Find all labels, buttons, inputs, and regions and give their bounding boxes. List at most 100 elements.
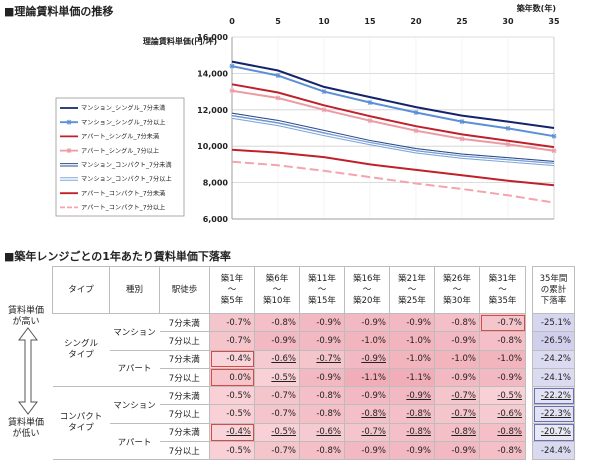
cumulative-header-line: 下落率 [540,295,567,306]
series-1 [231,60,555,129]
cumulative-cell: -25.1% [532,312,575,333]
type-cell: シングル タイプ [52,312,110,388]
range-header-line: 築5年 [220,295,244,306]
series-2 [229,63,557,139]
rate-cell: -0.8% [344,404,390,424]
legend-marker [66,148,72,154]
cumulative-cell: -24.4% [532,441,575,460]
range-column-header: 築31年～築35年 [479,266,526,314]
cumulative-header-line: 35年間 [539,273,568,284]
y-axis-label: 理論賃料単価(円/坪) [143,36,217,46]
legend-entry: アパート_コンパクト_7分未満 [81,189,165,197]
series-line [231,160,555,204]
decline-rate-table: タイプ 種別 駅徒歩 築1年～築5年 築6年～築10年 築11年～築15年 築16年～築20… [52,266,575,460]
rate-cell: -0.8% [254,312,300,333]
y-tick-label: 16,000 [197,33,228,42]
chart-section-title: ■理論賃料単価の推移 [4,5,114,18]
walk-cell: 7分以上 [159,367,210,388]
data-point-marker [275,95,281,101]
range-header-line: 築26年 [443,273,471,284]
kind-cell: アパート [109,422,160,460]
data-point-marker [459,136,465,142]
legend-entry: マンション_シングル_7分未満 [81,104,165,112]
data-point-marker [551,148,557,154]
rate-cell: -0.9% [299,367,345,388]
range-header-line: ～ [362,284,372,295]
data-point-marker [229,63,235,69]
data-point-marker [321,107,327,113]
series-3 [231,83,555,149]
range-column-header: 築11年～築15年 [299,266,345,314]
data-point-marker [367,100,373,106]
rate-cell: -0.8% [299,386,345,406]
range-header-line: 築16年 [353,273,381,284]
rate-cell: -0.7% [254,441,300,460]
walk-cell: 7分未満 [159,349,210,369]
rate-cell: -0.9% [434,367,480,388]
range-header-line: 築6年 [265,273,289,284]
kind-cell: アパート [109,349,160,388]
walk-cell: 7分未満 [159,422,210,443]
range-column-header: 築6年～築10年 [254,266,300,314]
series-line [231,117,555,167]
up-down-arrow-icon [18,327,38,415]
kind-cell: マンション [109,386,160,424]
rate-cell: -0.8% [479,422,526,443]
legend-entry: マンション_シングル_7分以上 [81,118,165,126]
legend-entry: アパート_コンパクト_7分以上 [81,204,165,212]
range-column-header: 築1年～築5年 [209,266,255,314]
rate-cell: -0.8% [299,404,345,424]
legend-box [55,97,185,217]
rate-cell: -0.8% [434,312,480,333]
kind-cell: マンション [109,313,160,351]
x-tick-label: 25 [456,17,468,26]
cumulative-cell: -22.3% [532,404,575,424]
rate-cell: -0.8% [299,441,345,460]
rate-cell: -1.0% [389,331,435,351]
rate-cell: -0.9% [299,331,345,351]
table-row: コンパクト タイプ マンション 7分未満 -0.5% -0.7% -0.8% -0.9% -0… [52,386,575,460]
walk-cell: 7分未満 [159,386,210,406]
rate-cell: -1.1% [344,367,390,388]
walk-cell: 7分以上 [159,331,210,351]
range-header-line: 築15年 [308,295,336,306]
rate-cell: -0.7% [299,349,345,369]
rate-cell: -0.8% [479,331,526,351]
range-header-line: 築21年 [398,273,426,284]
range-header-line: 築30年 [443,295,471,306]
rate-cell: -0.7% [434,404,480,424]
rate-cell: -0.7% [209,312,255,333]
legend-entry: マンション_コンパクト_7分以上 [81,175,172,183]
data-point-marker [505,141,511,147]
series-7 [231,148,555,187]
legend-entry: マンション_コンパクト_7分未満 [81,161,172,169]
series-line [231,148,555,187]
rate-cell: -0.7% [344,422,390,443]
range-column-header: 築21年～築25年 [389,266,435,314]
y-tick-label: 12,000 [197,106,228,115]
range-header-line: ～ [452,284,462,295]
table-row: 7分以上 -0.7% -0.9% -0.9% -1.0% -1.0% -0.9% -0.8% -… [53,331,575,351]
legend-marker [66,119,72,125]
column-gap [525,350,533,369]
range-header-line: ～ [317,284,327,295]
series-6 [231,115,555,167]
x-tick-label: 0 [229,17,235,26]
range-header-line: 築35年 [488,295,517,306]
data-point-marker [459,119,465,125]
rate-cell: -0.9% [344,349,390,369]
rate-cell: -0.5% [254,367,300,388]
y-tick-label: 14,000 [197,69,228,78]
cumulative-cell: -22.2% [532,386,575,406]
column-gap [525,331,533,351]
column-gap [525,404,533,424]
rate-cell: -0.8% [434,422,480,443]
rate-cell: -0.4% [209,349,255,369]
rate-cell: -1.1% [389,367,435,388]
series-line [231,60,555,129]
column-gap [525,368,533,387]
legend-entry: アパート_シングル_7分以上 [81,147,159,155]
cumulative-cell: -26.5% [532,331,575,351]
range-header-line: 築1年 [220,273,244,284]
